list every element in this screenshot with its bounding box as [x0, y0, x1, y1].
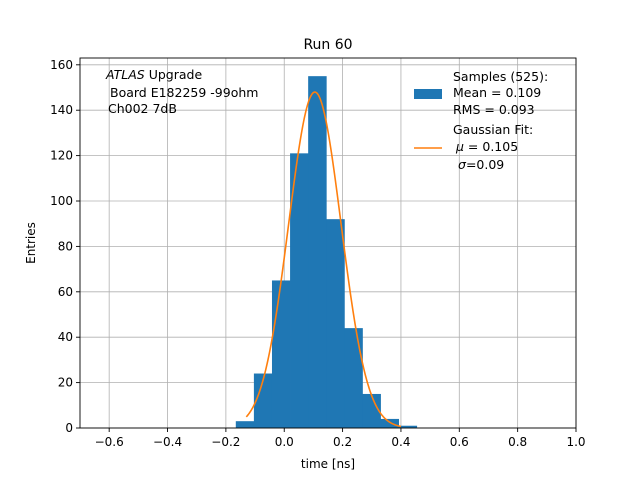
legend-samples-mean: Mean = 0.109 [453, 85, 541, 100]
x-tick-label: 0.0 [275, 435, 294, 449]
upgrade-label: Upgrade [145, 67, 203, 82]
histogram-bar [362, 393, 381, 428]
histogram-bar [271, 280, 291, 428]
legend-fit-sigma: σ=0.09 [458, 157, 504, 172]
y-axis-ticks: 0 20 40 60 80 100 120 140 160 [50, 58, 80, 435]
annotation-board: Board E182259 -99ohm [110, 85, 258, 100]
legend-fit-line1: Gaussian Fit: [453, 122, 533, 137]
legend-fit-mu: μ = 0.105 [455, 139, 518, 154]
x-axis-ticks: −0.6 −0.4 −0.2 0.0 0.2 0.4 0.6 0.8 1.0 [95, 428, 586, 449]
histogram-bar [326, 219, 345, 428]
x-axis-label: time [ns] [301, 457, 355, 471]
histogram-bar [398, 425, 418, 428]
histogram-bar [235, 421, 255, 428]
y-tick-label: 20 [58, 376, 73, 390]
plot-frame [79, 57, 577, 429]
mu-symbol: μ [455, 139, 464, 154]
y-axis-label: Entries [24, 222, 38, 264]
histogram-bar [290, 153, 309, 429]
sigma-symbol: σ [458, 157, 467, 172]
y-tick-label: 60 [58, 285, 73, 299]
y-tick-label: 140 [50, 103, 73, 117]
y-tick-label: 160 [50, 58, 73, 72]
legend-samples-rms: RMS = 0.093 [453, 102, 535, 117]
annotation-channel: Ch002 7dB [108, 101, 177, 116]
chart-title: Run 60 [303, 37, 352, 53]
x-tick-label: 0.4 [391, 435, 410, 449]
histogram-bars [235, 76, 418, 429]
histogram-bar [380, 418, 400, 428]
mu-value: = 0.105 [464, 139, 518, 154]
y-tick-label: 80 [58, 239, 73, 253]
y-tick-label: 120 [50, 149, 73, 163]
x-tick-label: 0.6 [450, 435, 469, 449]
annotation-atlas-line: ATLAS Upgrade [105, 67, 202, 82]
legend-samples-line1: Samples (525): [453, 69, 548, 84]
atlas-label: ATLAS [105, 67, 145, 82]
x-tick-label: −0.2 [211, 435, 240, 449]
x-tick-label: 1.0 [566, 435, 585, 449]
y-tick-label: 0 [65, 421, 73, 435]
histogram-bar [308, 76, 327, 428]
histogram-bar [253, 373, 273, 428]
x-tick-label: −0.6 [95, 435, 124, 449]
x-tick-label: 0.2 [333, 435, 352, 449]
sigma-value: =0.09 [466, 157, 504, 172]
gaussian-fit-curve [245, 91, 402, 428]
x-tick-label: −0.4 [153, 435, 182, 449]
y-tick-label: 40 [58, 330, 73, 344]
x-tick-label: 0.8 [508, 435, 527, 449]
y-tick-label: 100 [50, 194, 73, 208]
legend-samples-swatch [414, 89, 442, 99]
histogram-bar [344, 328, 363, 428]
